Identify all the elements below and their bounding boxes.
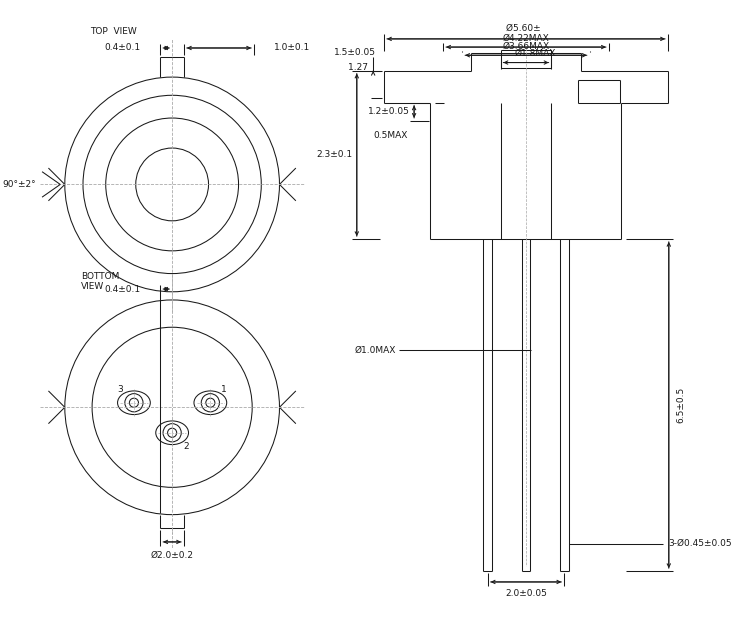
Text: 1.2±0.05: 1.2±0.05 — [368, 107, 410, 116]
Text: 1: 1 — [221, 384, 227, 394]
Text: Ø4.22MAX: Ø4.22MAX — [503, 34, 549, 42]
Text: 1.5±0.05: 1.5±0.05 — [334, 48, 376, 57]
Text: 0.4±0.1: 0.4±0.1 — [104, 44, 140, 52]
Text: 2.0±0.05: 2.0±0.05 — [505, 589, 547, 598]
Text: 90°±2°: 90°±2° — [2, 180, 36, 189]
Text: 3-Ø0.45±0.05: 3-Ø0.45±0.05 — [668, 540, 732, 548]
Text: Ø1.8MAX: Ø1.8MAX — [515, 49, 556, 58]
Text: Ø5.60±: Ø5.60± — [506, 24, 545, 32]
Text: Ø1.0MAX: Ø1.0MAX — [355, 346, 396, 355]
Text: 6.5±0.5: 6.5±0.5 — [676, 387, 685, 423]
Text: 1.0±0.1: 1.0±0.1 — [274, 44, 310, 52]
Text: 2.3±0.1: 2.3±0.1 — [316, 150, 352, 159]
Text: 0.5MAX: 0.5MAX — [374, 131, 407, 140]
Text: 2: 2 — [183, 442, 189, 451]
Text: Ø2.0±0.2: Ø2.0±0.2 — [150, 551, 194, 560]
Text: 1.27: 1.27 — [348, 64, 377, 72]
Text: Ø3.66MAX: Ø3.66MAX — [503, 42, 550, 50]
Text: TOP  VIEW: TOP VIEW — [90, 27, 137, 36]
Text: 0.4±0.1: 0.4±0.1 — [104, 285, 140, 293]
Text: 3: 3 — [117, 384, 123, 394]
Text: BOTTOM
VIEW: BOTTOM VIEW — [81, 272, 120, 292]
